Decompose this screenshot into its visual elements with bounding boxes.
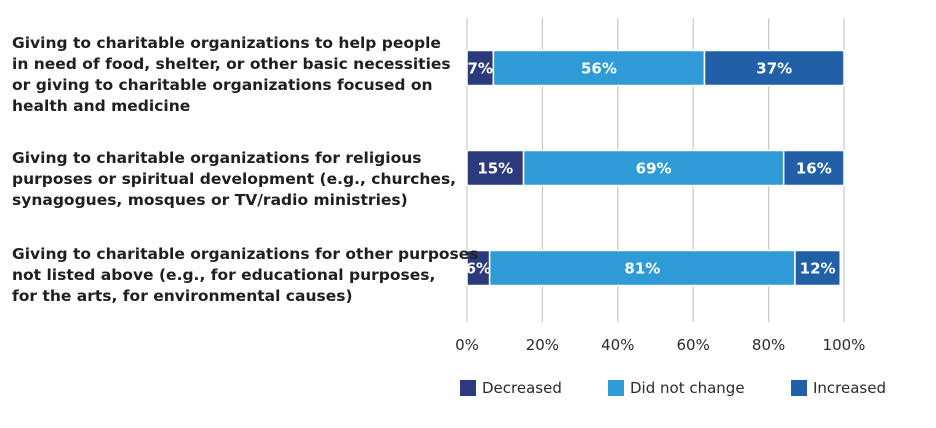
legend-label: Increased — [813, 379, 886, 397]
legend-swatch — [460, 380, 476, 396]
x-tick-label: 20% — [526, 336, 559, 354]
x-tick-label: 100% — [823, 336, 866, 354]
data-label: 16% — [796, 160, 832, 178]
category-label: Giving to charitable organizations to he… — [12, 34, 451, 115]
legend-label: Decreased — [482, 379, 562, 397]
x-axis-ticks: 0% 20% 40% 60% 80% 100% — [455, 336, 865, 354]
legend-swatch — [791, 380, 807, 396]
data-label: 69% — [636, 160, 672, 178]
bar-segment — [703, 49, 845, 87]
x-tick-label: 60% — [677, 336, 710, 354]
bar-segment — [782, 149, 845, 187]
category-label: Giving to charitable organizations for r… — [12, 149, 456, 209]
category-label: Giving to charitable organizations for o… — [12, 245, 479, 305]
bar-segment — [488, 249, 796, 287]
bar-segment — [466, 49, 495, 87]
data-label: 81% — [624, 260, 660, 278]
x-tick-label: 80% — [752, 336, 785, 354]
legend-swatch — [608, 380, 624, 396]
bar-segment — [466, 149, 525, 187]
bars: 7% 56% 37% 15% 69% 16% 6% 81% 12% — [466, 49, 845, 287]
x-tick-label: 0% — [455, 336, 479, 354]
data-label: 7% — [467, 60, 492, 78]
legend-label: Did not change — [630, 379, 745, 397]
legend: Decreased Did not change Increased — [460, 379, 886, 397]
bar-segment — [794, 249, 841, 287]
x-tick-label: 40% — [601, 336, 634, 354]
data-label: 15% — [477, 160, 513, 178]
bar-segment — [522, 149, 785, 187]
data-label: 37% — [756, 60, 792, 78]
data-label: 56% — [581, 60, 617, 78]
data-label: 6% — [466, 260, 491, 278]
data-label: 12% — [800, 260, 836, 278]
category-labels: Giving to charitable organizations to he… — [12, 34, 479, 305]
